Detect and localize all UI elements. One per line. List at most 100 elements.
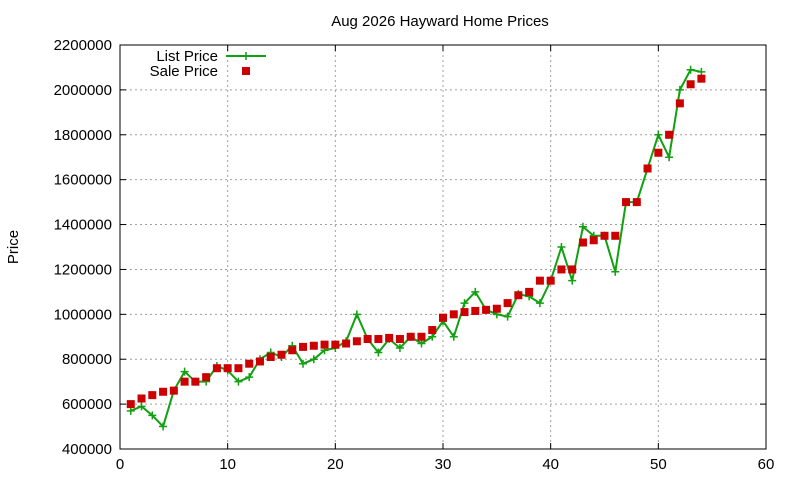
data-point-list-price <box>471 287 480 296</box>
data-point-list-price <box>654 130 663 139</box>
data-point-sale-price <box>492 304 501 313</box>
data-point-sale-price <box>266 352 275 361</box>
data-point-sale-price <box>460 308 469 317</box>
data-point-sale-price <box>471 306 480 315</box>
data-point-sale-price <box>245 359 254 368</box>
data-point-list-price <box>137 402 146 411</box>
data-point-sale-price <box>600 231 609 240</box>
data-point-sale-price <box>525 287 534 296</box>
y-tick-label: 600000 <box>62 396 112 413</box>
y-tick-label: 1200000 <box>54 261 112 278</box>
data-point-sale-price <box>212 364 221 373</box>
data-point-sale-price <box>309 341 318 350</box>
grid-lines <box>120 45 766 449</box>
data-point-list-price <box>309 355 318 364</box>
data-point-sale-price <box>514 291 523 300</box>
y-axis-ticks: 400000 600000 800000 1000000 1200000 1400000 1… <box>54 37 766 458</box>
data-point-sale-price <box>697 74 706 83</box>
data-point-sale-price <box>202 373 211 382</box>
data-point-list-price <box>148 411 157 420</box>
y-tick-label: 1800000 <box>54 127 112 144</box>
data-point-list-price <box>568 276 577 285</box>
data-point-sale-price <box>568 265 577 274</box>
data-point-sale-price <box>578 238 587 247</box>
data-point-list-price <box>697 67 706 76</box>
x-tick-label: 60 <box>758 456 775 473</box>
data-point-sale-price <box>255 357 264 366</box>
data-point-list-price <box>535 299 544 308</box>
data-point-sale-price <box>643 164 652 173</box>
y-tick-label: 800000 <box>62 351 112 368</box>
data-point-sale-price <box>428 326 437 335</box>
data-point-list-price <box>449 332 458 341</box>
data-point-sale-price <box>191 377 200 386</box>
data-point-sale-price <box>148 391 157 400</box>
data-point-list-price <box>417 339 426 348</box>
y-tick-label: 400000 <box>62 441 112 458</box>
data-point-sale-price <box>395 335 404 344</box>
y-tick-label: 2000000 <box>54 82 112 99</box>
data-point-list-price <box>180 367 189 376</box>
series-list-price <box>126 65 706 431</box>
y-tick-label: 2200000 <box>54 37 112 54</box>
data-point-sale-price <box>611 231 620 240</box>
data-point-sale-price <box>126 400 135 409</box>
data-point-sale-price <box>169 386 178 395</box>
y-tick-label: 1400000 <box>54 217 112 234</box>
data-point-sale-price <box>622 198 631 207</box>
data-point-sale-price <box>686 80 695 89</box>
data-point-list-price <box>686 65 695 74</box>
legend-marker-list-price <box>242 52 250 60</box>
data-point-sale-price <box>363 335 372 344</box>
legend: List Price Sale Price <box>150 48 266 80</box>
data-point-sale-price <box>482 305 491 314</box>
data-point-sale-price <box>374 335 383 344</box>
data-point-list-price <box>395 344 404 352</box>
data-point-list-price <box>578 222 587 231</box>
data-point-list-price <box>503 312 512 321</box>
data-point-list-price <box>299 359 308 368</box>
y-axis-label: Price <box>5 230 22 264</box>
data-point-sale-price <box>223 364 232 373</box>
x-tick-label: 10 <box>219 456 236 473</box>
data-point-sale-price <box>439 313 447 322</box>
x-tick-label: 0 <box>116 456 124 473</box>
data-point-sale-price <box>503 299 512 308</box>
data-point-list-price <box>611 267 620 276</box>
data-point-sale-price <box>632 198 641 207</box>
x-tick-label: 30 <box>435 456 452 473</box>
series-line-list-price <box>130 68 702 429</box>
data-point-sale-price <box>234 364 243 373</box>
data-point-list-price <box>428 332 437 341</box>
data-point-sale-price <box>331 340 340 349</box>
data-point-list-price <box>374 348 383 357</box>
plot-frame <box>119 44 767 450</box>
data-point-sale-price <box>299 342 308 351</box>
data-point-sale-price <box>589 236 598 245</box>
data-point-list-price <box>234 377 243 386</box>
data-point-sale-price <box>137 394 146 403</box>
data-point-list-price <box>245 373 254 382</box>
data-point-sale-price <box>654 148 663 157</box>
data-point-sale-price <box>180 377 189 386</box>
data-point-sale-price <box>159 387 168 396</box>
data-point-list-price <box>675 85 684 94</box>
x-tick-label: 50 <box>650 456 667 473</box>
y-tick-label: 1600000 <box>54 172 112 189</box>
x-axis-ticks: 0 10 20 30 40 50 60 <box>116 45 775 473</box>
data-point-sale-price <box>546 276 555 285</box>
legend-label-sale-price: Sale Price <box>150 63 218 80</box>
series-layer <box>126 65 706 431</box>
data-point-sale-price <box>277 350 286 359</box>
y-tick-label: 1000000 <box>54 306 112 323</box>
data-point-sale-price <box>288 346 297 355</box>
data-point-sale-price <box>535 276 544 285</box>
data-point-sale-price <box>417 332 426 341</box>
data-point-sale-price <box>449 310 458 319</box>
data-point-sale-price <box>342 339 351 348</box>
x-tick-label: 40 <box>542 456 559 473</box>
data-point-sale-price <box>406 332 415 341</box>
x-tick-label: 20 <box>327 456 344 473</box>
data-point-sale-price <box>320 340 329 349</box>
